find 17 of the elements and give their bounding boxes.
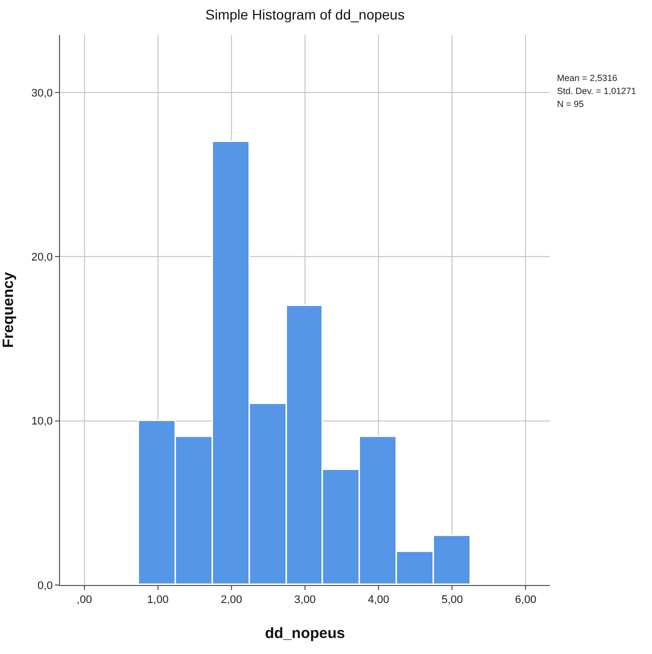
text: Std. Dev. = 1,01271	[557, 86, 636, 96]
x-tick-label: 2,00	[220, 594, 242, 606]
x-axis-title: dd_nopeus	[264, 625, 346, 642]
y-tick-label: 0,0	[38, 580, 53, 592]
x-tick-label: 6,00	[515, 594, 536, 606]
text: N = 95	[557, 99, 584, 109]
chart-title: Simple Histogram of dd_nopeus	[205, 6, 405, 23]
x-tick-label: 3,00	[294, 594, 316, 606]
y-axis-title: Frequency	[0, 271, 17, 348]
x-tick-label: ,00	[76, 594, 92, 606]
y-tick-label: 20,0	[31, 251, 53, 264]
x-tick-label: 4,00	[368, 594, 390, 606]
y-tick-label: 10,0	[31, 416, 53, 428]
text: Mean = 2,5316	[557, 73, 618, 83]
y-tick-label: 30,0	[31, 87, 53, 100]
x-tick-label: 1,00	[147, 594, 169, 606]
x-tick-label: 5,00	[441, 594, 463, 606]
